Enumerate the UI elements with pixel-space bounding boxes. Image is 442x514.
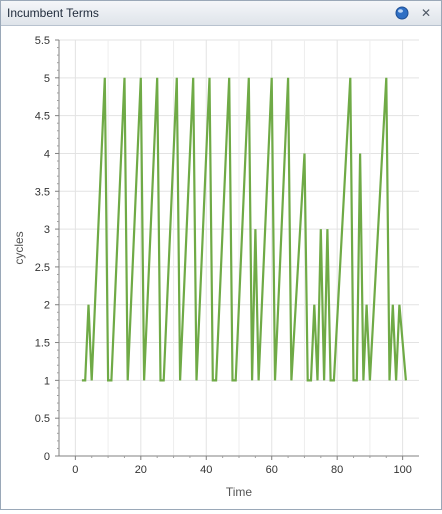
y-tick-label: 3: [44, 224, 50, 236]
y-tick-label: 5: [44, 73, 50, 85]
y-tick-label: 4.5: [35, 111, 50, 123]
line-chart: 0 0.5 1 1.5 2 2.5 3 3.5 4 4.5 5 5.5 0 20 40 60 80 100 Time…: [12, 35, 419, 499]
x-tick-label: 40: [200, 464, 212, 476]
y-tick-label: 1: [44, 375, 50, 387]
y-tick-label: 1.5: [35, 338, 50, 350]
x-tick-label: 20: [135, 464, 147, 476]
y-axis-label: cycles: [12, 231, 26, 264]
x-tick-label: 80: [331, 464, 343, 476]
panel-titlebar: Incumbent Terms ✕: [1, 1, 441, 26]
panel-title: Incumbent Terms: [7, 6, 99, 20]
x-tick-label: 100: [393, 464, 411, 476]
x-tick-label: 60: [266, 464, 278, 476]
y-tick-label: 4: [44, 148, 50, 160]
y-tick-label: 0.5: [35, 413, 50, 425]
x-axis-label: Time: [226, 485, 253, 499]
close-icon[interactable]: ✕: [420, 6, 432, 20]
chart-area: 0 0.5 1 1.5 2 2.5 3 3.5 4 4.5 5 5.5 0 20 40 60 80 100 Time…: [1, 26, 441, 509]
y-tick-label: 0: [44, 451, 50, 463]
y-tick-label: 2: [44, 300, 50, 312]
series-line: [81, 77, 407, 382]
y-tick-label: 3.5: [35, 186, 50, 198]
x-tick-label: 0: [72, 464, 78, 476]
help-globe-icon[interactable]: [395, 6, 409, 20]
y-tick-label: 5.5: [35, 35, 50, 47]
y-tick-label: 2.5: [35, 262, 50, 274]
